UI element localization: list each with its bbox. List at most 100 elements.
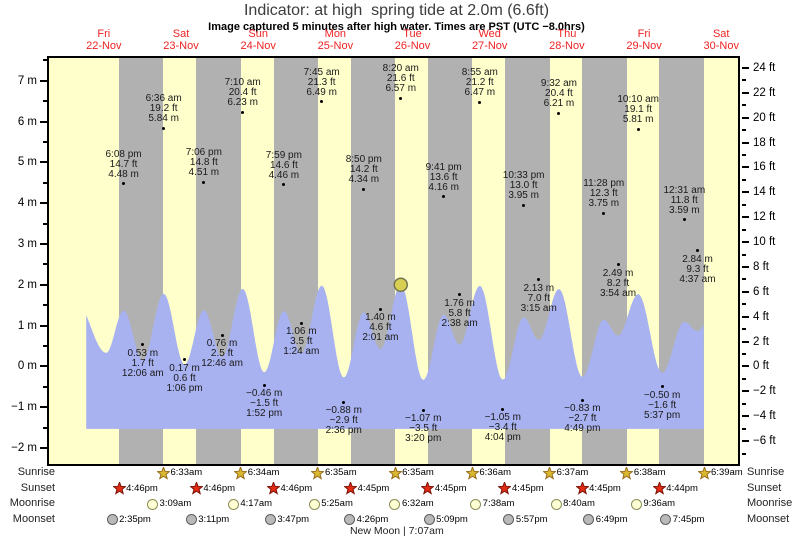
axis-tick-right (742, 390, 749, 393)
day-label: Sat 30-Nov (703, 28, 739, 52)
high-tide-dot (557, 111, 561, 115)
moonset-circle-icon (660, 514, 672, 525)
sunset-star-icon (421, 482, 435, 495)
moonrise-time: 4:17am (240, 498, 273, 509)
sunrise-star-icon (388, 466, 402, 480)
moonset-time: 2:35pm (119, 513, 151, 525)
axis-tick-left (40, 283, 47, 286)
axis-tick-right (742, 191, 749, 194)
low-tide-dot (421, 408, 425, 412)
axis-tick-right (742, 203, 746, 206)
axis-tick-right (742, 216, 749, 219)
axis-tick-right (742, 116, 749, 119)
sunset-time: 4:45pm (511, 482, 544, 494)
axis-label-right: 18 ft (753, 136, 776, 149)
sunset-star-icon (498, 482, 512, 495)
day-label: Thu 28-Nov (549, 28, 585, 52)
moonset-time: 4:26pm (356, 513, 389, 525)
high-tide-dot (399, 96, 403, 100)
axis-label-left: 4 m (17, 197, 37, 210)
axis-label-right: −2 ft (753, 385, 776, 398)
moonrise-time: 8:40am (563, 498, 595, 509)
axis-tick-left (43, 263, 47, 266)
low-tide-dot (696, 249, 699, 253)
axis-label-left: −1 m (11, 401, 37, 414)
moonrise-time: 3:09am (159, 498, 192, 509)
axis-label-left: 5 m (17, 156, 37, 169)
sunrise-time: 6:36am (479, 467, 512, 478)
axis-tick-left (40, 79, 47, 82)
axis-tick-right (742, 129, 746, 132)
axis-tick-left (43, 100, 47, 103)
high-tide-annotation: 8:50 pm 14.2 ft 4.34 m (345, 154, 382, 186)
sunrise-time: 6:37am (556, 467, 589, 478)
axis-tick-left (40, 406, 47, 409)
low-tide-dot (458, 293, 462, 297)
high-tide-annotation: 6:36 am 19.2 ft 5.84 m (145, 93, 182, 125)
moonset-circle-icon (264, 514, 276, 525)
sunrise-time: 6:39am (711, 467, 743, 478)
high-tide-annotation: 9:32 am 20.4 ft 6.21 m (540, 78, 578, 110)
axis-tick-right (742, 241, 749, 244)
high-tide-annotation: 10:10 am 19.1 ft 5.81 m (617, 94, 660, 126)
sunrise-star-icon (465, 466, 479, 480)
axis-label-right: 16 ft (753, 161, 776, 174)
axis-tick-right (742, 141, 749, 144)
tide-wave-area (86, 284, 704, 429)
axis-label-left: 7 m (17, 74, 37, 87)
sunrise-time: 6:34am (247, 467, 280, 478)
moonrise-circle-icon (227, 498, 239, 510)
high-tide-annotation: 7:10 am 20.4 ft 6.23 m (224, 77, 261, 109)
high-tide-annotation: 9:41 pm 13.6 ft 4.16 m (425, 161, 462, 193)
axis-label-right: 8 ft (753, 260, 769, 273)
high-tide-annotation: 8:20 am 21.6 ft 6.57 m (382, 63, 419, 95)
low-tide-dot (299, 321, 303, 325)
axis-tick-right (742, 290, 749, 293)
moonset-circle-icon (503, 514, 515, 525)
axis-tick-left (43, 222, 47, 225)
high-tide-annotation: 11:28 pm 12.3 ft 3.75 m (583, 178, 625, 210)
axis-tick-right (742, 178, 746, 181)
axis-tick-left (43, 426, 47, 429)
astro-row-label-right: Moonset (747, 512, 790, 525)
astro-row-label-right: Moonrise (747, 497, 793, 509)
axis-tick-left (40, 202, 47, 205)
sunrise-time: 6:38am (633, 467, 666, 478)
axis-label-right: 6 ft (753, 285, 769, 298)
moonset-time: 3:47pm (277, 513, 310, 525)
day-label: Sun 24-Nov (240, 28, 276, 52)
moonrise-time: 7:38am (482, 498, 515, 509)
moonrise-circle-icon (308, 498, 320, 510)
axis-label-left: 0 m (17, 360, 37, 373)
sunset-time: 4:45pm (357, 482, 390, 494)
low-tide-dot (660, 385, 664, 389)
low-tide-dot (378, 307, 382, 311)
high-tide-annotation: 10:33 pm 13.0 ft 3.95 m (502, 170, 545, 202)
moonset-time: 5:09pm (436, 513, 468, 525)
moonrise-circle-icon (630, 498, 642, 510)
moonrise-circle-icon (550, 498, 562, 510)
sunrise-time: 6:35am (324, 467, 357, 478)
axis-tick-right (742, 415, 749, 418)
axis-label-right: 10 ft (753, 236, 776, 249)
low-tide-dot (183, 358, 187, 362)
axis-label-right: 4 ft (753, 310, 769, 323)
sunrise-star-icon (620, 466, 634, 480)
low-tide-dot (537, 278, 541, 282)
axis-label-left: 3 m (17, 238, 37, 251)
moonrise-circle-icon (147, 498, 159, 510)
axis-tick-right (742, 154, 746, 157)
sunset-time: 4:45pm (434, 482, 467, 494)
moonrise-circle-icon (470, 498, 482, 510)
axis-label-right: 0 ft (753, 360, 769, 373)
sunset-time: 4:46pm (280, 482, 313, 494)
axis-tick-right (742, 340, 749, 343)
sunset-time: 4:46pm (203, 482, 236, 494)
high-tide-annotation: 7:45 am 21.3 ft 6.49 m (303, 66, 340, 98)
sunset-time: 4:44pm (666, 482, 698, 494)
low-tide-annotation: 1.06 m 3.5 ft 1:24 am (283, 326, 320, 358)
chart-title: Indicator: at high spring tide at 2.0m (… (243, 2, 550, 19)
low-tide-dot (580, 398, 584, 402)
sunset-star-icon (189, 482, 203, 495)
